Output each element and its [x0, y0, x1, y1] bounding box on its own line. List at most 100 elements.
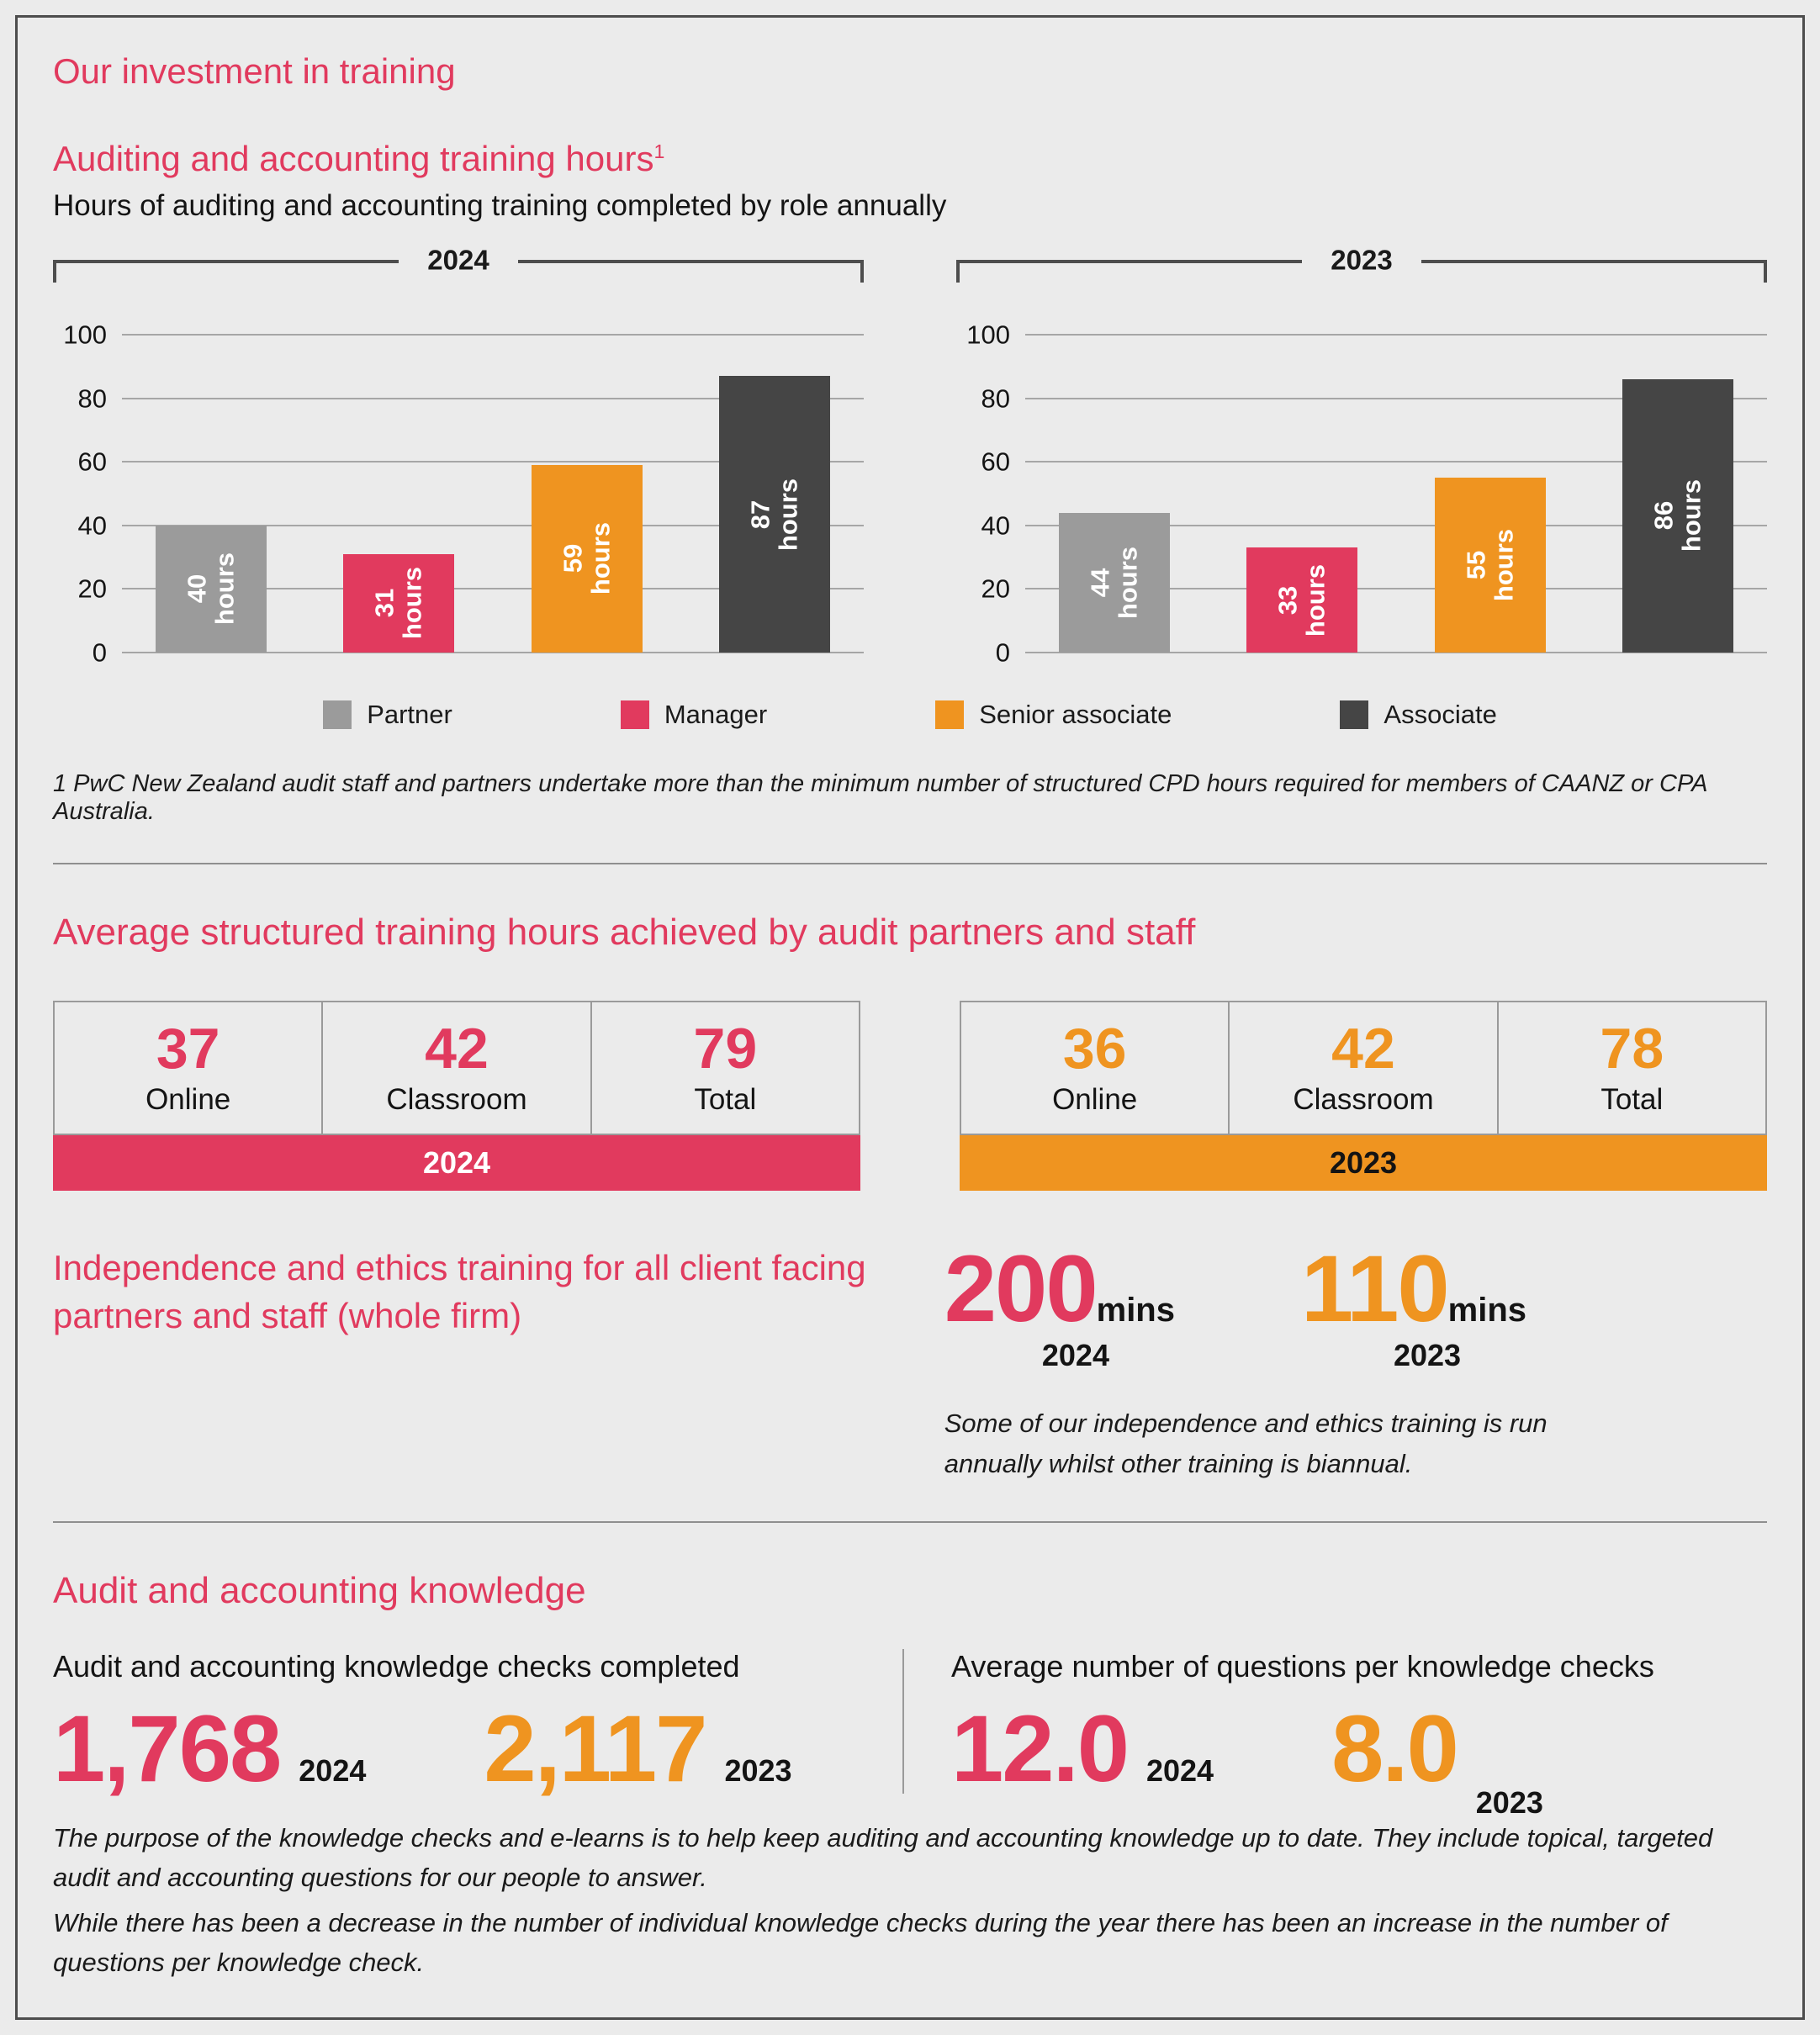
chart-2024: 2024 0 20 40 60 80 100 40 hours 31 hours [53, 246, 865, 666]
ethics-note: Some of our independence and ethics trai… [944, 1408, 1548, 1478]
stat-cell-online: 36 Online [961, 1002, 1228, 1134]
gridline [122, 461, 864, 463]
gridline [1025, 334, 1767, 336]
y-tick-label: 0 [92, 637, 107, 668]
bar-unit: hours [585, 522, 616, 595]
bracket-line-right [517, 260, 865, 283]
ethics-stats: 200 mins 2024 110 mins 2023 Some of our … [944, 1236, 1767, 1483]
stat-value: 36 [1062, 1017, 1127, 1081]
legend-label: Partner [367, 700, 452, 729]
y-tick-label: 100 [966, 320, 1010, 350]
bar-value: 31 [369, 589, 399, 618]
stat-cell-classroom: 42 Classroom [1228, 1002, 1496, 1134]
bar-value: 55 [1461, 550, 1491, 580]
chart-2023-year-label: 2023 [1331, 244, 1393, 276]
plot-area: 44 hours 33 hours 55 hours 86 hours [1025, 334, 1767, 653]
stat-label: Classroom [386, 1083, 527, 1117]
bar-associate: 87 hours [718, 376, 830, 653]
knowledge-col-title: Average number of questions per knowledg… [951, 1648, 1654, 1684]
footnote-marker: 1 [653, 140, 665, 162]
bar-unit: hours [1489, 528, 1519, 602]
bar-value: 59 [558, 544, 588, 574]
knowledge-stat-value: 12.0 [951, 1695, 1130, 1801]
stat-value: 37 [156, 1017, 220, 1081]
vertical-divider [902, 1648, 904, 1794]
bar-partner: 40 hours [156, 525, 267, 653]
bar-value-label: 31 hours [369, 567, 428, 640]
training-hours-subheading: Hours of auditing and accounting trainin… [53, 189, 947, 222]
section-ethics: Independence and ethics training for all… [53, 1236, 1767, 1483]
stat-label: Online [1052, 1083, 1138, 1117]
legend-item-associate: Associate [1340, 700, 1497, 730]
knowledge-stat-year: 2024 [1145, 1752, 1214, 1788]
knowledge-stat-year: 2023 [1475, 1784, 1543, 1820]
stat-cell-online: 37 Online [55, 1002, 321, 1134]
bar-manager: 33 hours [1246, 547, 1358, 653]
year-band-2023: 2023 [960, 1135, 1767, 1192]
knowledge-stat-2024: 12.0 2024 [951, 1695, 1214, 1801]
ethics-stat-value: 110 [1300, 1236, 1450, 1342]
stat-value: 79 [693, 1017, 758, 1081]
bar-manager: 31 hours [343, 553, 455, 653]
page-frame: Our investment in training Auditing and … [15, 15, 1805, 2020]
gridline [122, 397, 864, 399]
chart-2024-bracket: 2024 [53, 246, 865, 288]
y-tick-label: 80 [981, 383, 1010, 414]
ethics-stats-row: 200 mins 2024 110 mins 2023 [944, 1236, 1767, 1372]
y-tick-label: 80 [77, 383, 107, 414]
bar-unit: hours [1301, 563, 1331, 637]
stat-value: 42 [1331, 1017, 1395, 1081]
bar-value: 40 [182, 574, 212, 604]
chart-2023-plot: 0 20 40 60 80 100 44 hours 33 hours 55 hours [956, 322, 1767, 666]
y-tick-label: 40 [77, 510, 107, 541]
legend-label: Senior associate [979, 700, 1172, 729]
bracket-line-left [956, 260, 1303, 283]
bar-unit: hours [398, 567, 428, 640]
y-tick-label: 60 [77, 447, 107, 477]
bar-senior-associate: 55 hours [1434, 478, 1546, 653]
chart-2023: 2023 0 20 40 60 80 100 44 hours 33 hours [956, 246, 1768, 666]
knowledge-stat-2024: 1,768 2024 [53, 1695, 366, 1801]
gridline [1025, 397, 1767, 399]
stat-label: Online [145, 1083, 231, 1117]
gridline [122, 588, 864, 590]
legend-swatch-associate [1340, 700, 1369, 729]
legend-label: Manager [664, 700, 768, 729]
ethics-stat-2023: 110 mins 2023 [1300, 1236, 1526, 1372]
bracket-line-right [1421, 260, 1768, 283]
knowledge-columns: Audit and accounting knowledge checks co… [53, 1648, 1767, 1820]
legend-swatch-partner [323, 700, 352, 729]
knowledge-stats: 1,768 2024 2,117 2023 [53, 1695, 869, 1801]
ethics-stat-value: 200 [944, 1236, 1098, 1342]
stat-label: Total [694, 1083, 757, 1117]
y-axis: 0 20 40 60 80 100 [956, 322, 1010, 666]
gridline [1025, 652, 1767, 653]
y-tick-label: 20 [77, 574, 107, 604]
training-hours-heading-text: Auditing and accounting training hours [53, 139, 654, 178]
knowledge-col-checks: Audit and accounting knowledge checks co… [53, 1648, 902, 1801]
legend-item-partner: Partner [323, 700, 452, 730]
stat-table-cells: 37 Online 42 Classroom 79 Total [53, 1001, 860, 1136]
section-training-hours: Auditing and accounting training hours 1 … [53, 139, 1768, 826]
legend-item-senior-associate: Senior associate [935, 700, 1172, 730]
bar-value-label: 87 hours [746, 478, 803, 551]
knowledge-stat-2023: 2,117 2023 [484, 1701, 791, 1795]
ethics-stat-2024: 200 mins 2024 [944, 1236, 1175, 1372]
bar-value-label: 44 hours [1086, 547, 1143, 619]
knowledge-col-title: Audit and accounting knowledge checks co… [53, 1648, 740, 1684]
knowledge-stats: 12.0 2024 8.0 2023 [951, 1695, 1767, 1820]
gridline [1025, 524, 1767, 526]
knowledge-stat-2023: 8.0 2023 [1331, 1701, 1543, 1820]
stat-label: Total [1600, 1083, 1664, 1117]
year-band-2024: 2024 [53, 1135, 860, 1192]
training-hours-heading: Auditing and accounting training hours1 [53, 139, 1767, 179]
bracket-line-left [53, 260, 399, 283]
chart-2023-bracket: 2023 [956, 246, 1768, 288]
section-knowledge: Audit and accounting knowledge Audit and… [53, 1570, 1767, 1982]
knowledge-col-questions: Average number of questions per knowledg… [904, 1648, 1767, 1820]
y-axis: 0 20 40 60 80 100 [53, 322, 107, 666]
bar-senior-associate: 59 hours [531, 464, 643, 653]
knowledge-stat-value: 1,768 [53, 1695, 282, 1801]
stat-cell-total: 79 Total [590, 1002, 859, 1134]
page-title: Our investment in training [53, 51, 456, 91]
